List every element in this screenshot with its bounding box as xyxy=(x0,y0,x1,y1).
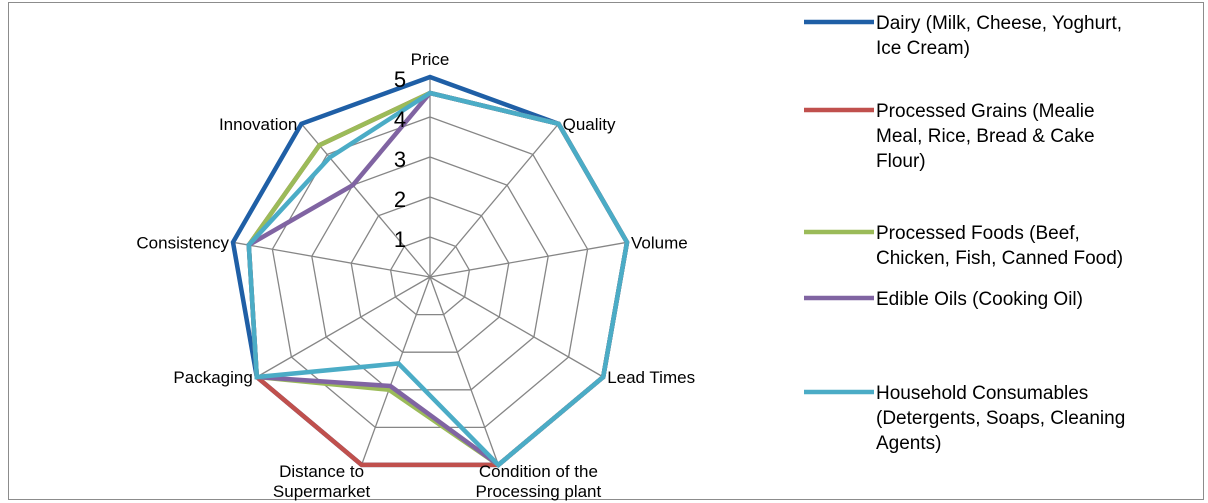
axis-label: Price xyxy=(411,50,450,69)
grid-spoke xyxy=(256,276,431,378)
legend-label-5: Household Consumables xyxy=(876,383,1088,404)
grid-spoke xyxy=(429,123,560,278)
axis-label: Consistency xyxy=(136,233,229,252)
series-line-5 xyxy=(246,90,630,468)
grid-spoke xyxy=(429,276,604,378)
axis-label: Supermarket xyxy=(273,482,371,501)
tick-label: 4 xyxy=(394,107,406,132)
radar-series xyxy=(230,74,630,468)
axis-label: Processing plant xyxy=(476,482,602,501)
legend-label-3: Chicken, Fish, Canned Food) xyxy=(876,248,1123,269)
series-line-3 xyxy=(246,90,630,468)
axis-label: Packaging xyxy=(173,368,252,387)
axis-labels: Price Quality Volume Lead Times Condition of… xyxy=(136,50,695,501)
legend-label-1: Dairy (Milk, Cheese, Yoghurt, xyxy=(876,13,1122,34)
legend-label-5: Agents) xyxy=(876,433,941,454)
chart-frame xyxy=(8,2,1204,500)
legend-label-5: (Detergents, Soaps, Cleaning xyxy=(876,408,1125,429)
legend-label-2: Flour) xyxy=(876,151,926,172)
grid-spoke xyxy=(232,241,431,278)
series-line-4 xyxy=(246,90,630,468)
legend-label-4: Edible Oils (Cooking Oil) xyxy=(876,289,1083,310)
grid-ring-4 xyxy=(271,116,589,429)
axis-label: Quality xyxy=(563,115,616,134)
axis-label: Innovation xyxy=(219,115,297,134)
axis-label: Distance to xyxy=(279,462,364,481)
grid-ring-2 xyxy=(350,196,510,353)
grid-spoke xyxy=(300,123,431,278)
axis-label: Lead Times xyxy=(607,368,695,387)
tick-label: 2 xyxy=(394,187,406,212)
grid-spoke xyxy=(429,241,628,278)
grid-ring-1 xyxy=(389,236,471,316)
axis-label: Condition of the xyxy=(479,462,598,481)
grid-ring-3 xyxy=(311,156,549,391)
tick-label: 3 xyxy=(394,147,406,172)
axis-label: Volume xyxy=(631,233,688,252)
tick-label: 1 xyxy=(394,227,406,252)
grid-spoke xyxy=(429,276,500,466)
radial-tick-labels: 1 2 3 4 5 xyxy=(394,67,406,252)
legend: Dairy (Milk, Cheese, Yoghurt, Ice Cream) P… xyxy=(804,13,1125,454)
legend-label-2: Meal, Rice, Bread & Cake xyxy=(876,126,1095,147)
legend-label-1: Ice Cream) xyxy=(876,38,970,59)
grid-spoke xyxy=(360,276,431,466)
legend-label-2: Processed Grains (Mealie xyxy=(876,101,1095,122)
series-line-2 xyxy=(246,90,630,468)
tick-label: 5 xyxy=(394,67,406,92)
legend-label-3: Processed Foods (Beef, xyxy=(876,223,1080,244)
